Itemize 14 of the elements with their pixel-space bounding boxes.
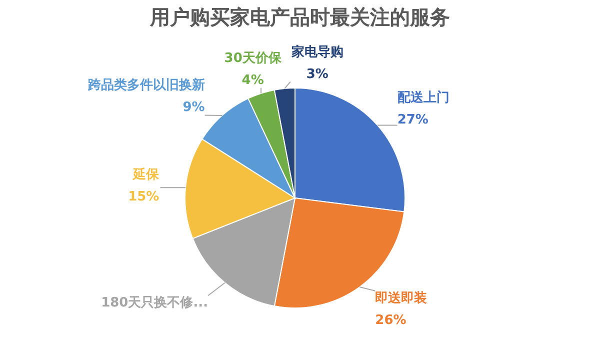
slice-label: 配送上门 [397,89,450,106]
slice-label: 即送即装 [375,290,428,306]
chart-title: 用户购买家电产品时最关注的服务 [149,5,450,29]
slice-label: 延保 [132,168,160,183]
data-label: 27% [397,112,428,128]
data-label: 9% [182,100,205,116]
slice-label: 180天只换不修... [101,296,208,311]
data-label: 3% [306,66,328,82]
data-label: 4% [242,72,264,88]
data-label: 26% [375,312,406,328]
slice-label: 家电导购 [290,44,344,60]
slice-label: 跨品类多件以旧换新 [86,77,205,94]
data-label: 15% [128,190,160,205]
slice-label: 30天价保 [224,50,282,66]
